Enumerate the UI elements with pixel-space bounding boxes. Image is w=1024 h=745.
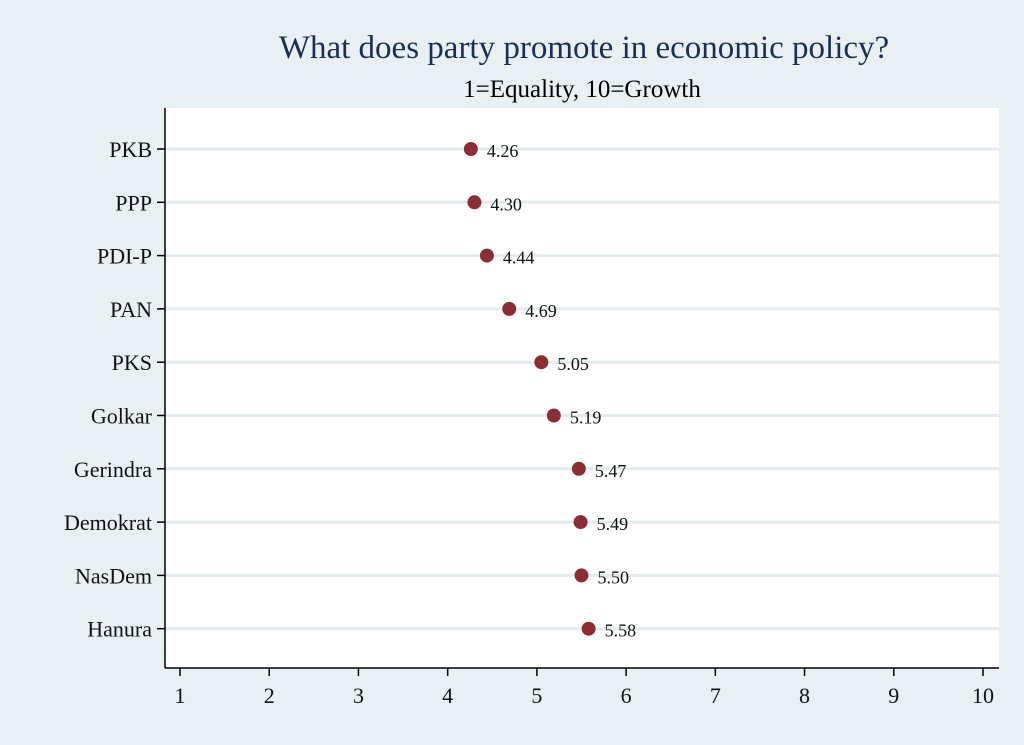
x-tick-label: 4 xyxy=(442,683,453,708)
x-tick-label: 2 xyxy=(264,683,275,708)
chart-title: What does party promote in economic poli… xyxy=(279,30,889,66)
x-tick-label: 6 xyxy=(621,683,632,708)
category-label: Gerindra xyxy=(74,457,152,482)
data-point xyxy=(463,142,478,156)
category-label: PKS xyxy=(112,350,152,375)
data-label: 4.30 xyxy=(490,194,522,214)
data-label: 4.44 xyxy=(503,248,535,268)
data-point xyxy=(571,461,586,476)
data-label: 5.05 xyxy=(557,354,589,374)
chart-subtitle: 1=Equality, 10=Growth xyxy=(463,76,701,103)
x-tick-label: 9 xyxy=(888,683,899,708)
x-tick-label: 8 xyxy=(799,683,810,708)
plot-area xyxy=(165,108,999,668)
x-tick-label: 7 xyxy=(710,683,721,708)
data-label: 5.47 xyxy=(595,461,627,481)
data-marks: 4.26 4.30 4.44 4.69 5.05 5.19 5.47 5.49 5.50 5.58 xyxy=(463,141,637,641)
data-point xyxy=(581,621,596,636)
axes: PKB PPP PDI-P PAN PKS Golkar Gerindra Demokrat N… xyxy=(64,108,999,708)
data-label: 5.19 xyxy=(570,408,602,428)
x-tick-label: 10 xyxy=(972,683,994,708)
category-label: PDI-P xyxy=(97,244,152,269)
category-label: Golkar xyxy=(91,404,153,429)
category-label: PKB xyxy=(109,137,152,162)
x-tick-label: 1 xyxy=(175,683,186,708)
category-label: NasDem xyxy=(75,563,152,588)
data-label: 4.26 xyxy=(487,141,519,161)
data-point xyxy=(546,408,561,423)
data-label: 4.69 xyxy=(525,301,557,321)
data-point xyxy=(479,248,494,263)
data-label: 5.49 xyxy=(597,514,629,534)
data-point xyxy=(574,568,589,583)
category-label: Hanura xyxy=(87,617,152,642)
data-label: 5.50 xyxy=(598,567,630,587)
data-label: 5.58 xyxy=(605,621,637,641)
data-point xyxy=(467,195,482,210)
data-point xyxy=(502,301,517,316)
data-point xyxy=(534,355,549,370)
category-label: PPP xyxy=(115,190,152,215)
x-tick-label: 3 xyxy=(353,683,364,708)
category-label: Demokrat xyxy=(64,510,152,535)
data-point xyxy=(573,515,588,530)
x-tick-label: 5 xyxy=(531,683,542,708)
category-label: PAN xyxy=(110,297,152,322)
